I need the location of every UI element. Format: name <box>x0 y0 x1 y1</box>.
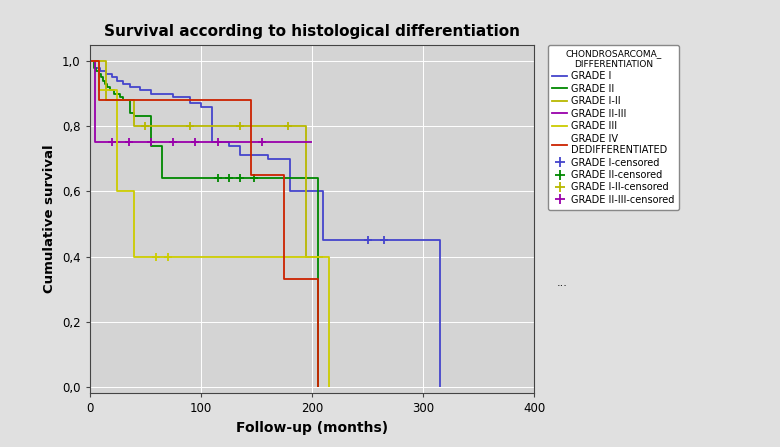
Y-axis label: Cumulative survival: Cumulative survival <box>44 145 56 293</box>
X-axis label: Follow-up (months): Follow-up (months) <box>236 421 388 435</box>
Title: Survival according to histological differentiation: Survival according to histological diffe… <box>104 25 520 39</box>
Text: ...: ... <box>556 278 567 288</box>
Legend: GRADE I, GRADE II, GRADE I-II, GRADE II-III, GRADE III, GRADE IV
DEDIFFERENTIATE: GRADE I, GRADE II, GRADE I-II, GRADE II-… <box>548 45 679 210</box>
